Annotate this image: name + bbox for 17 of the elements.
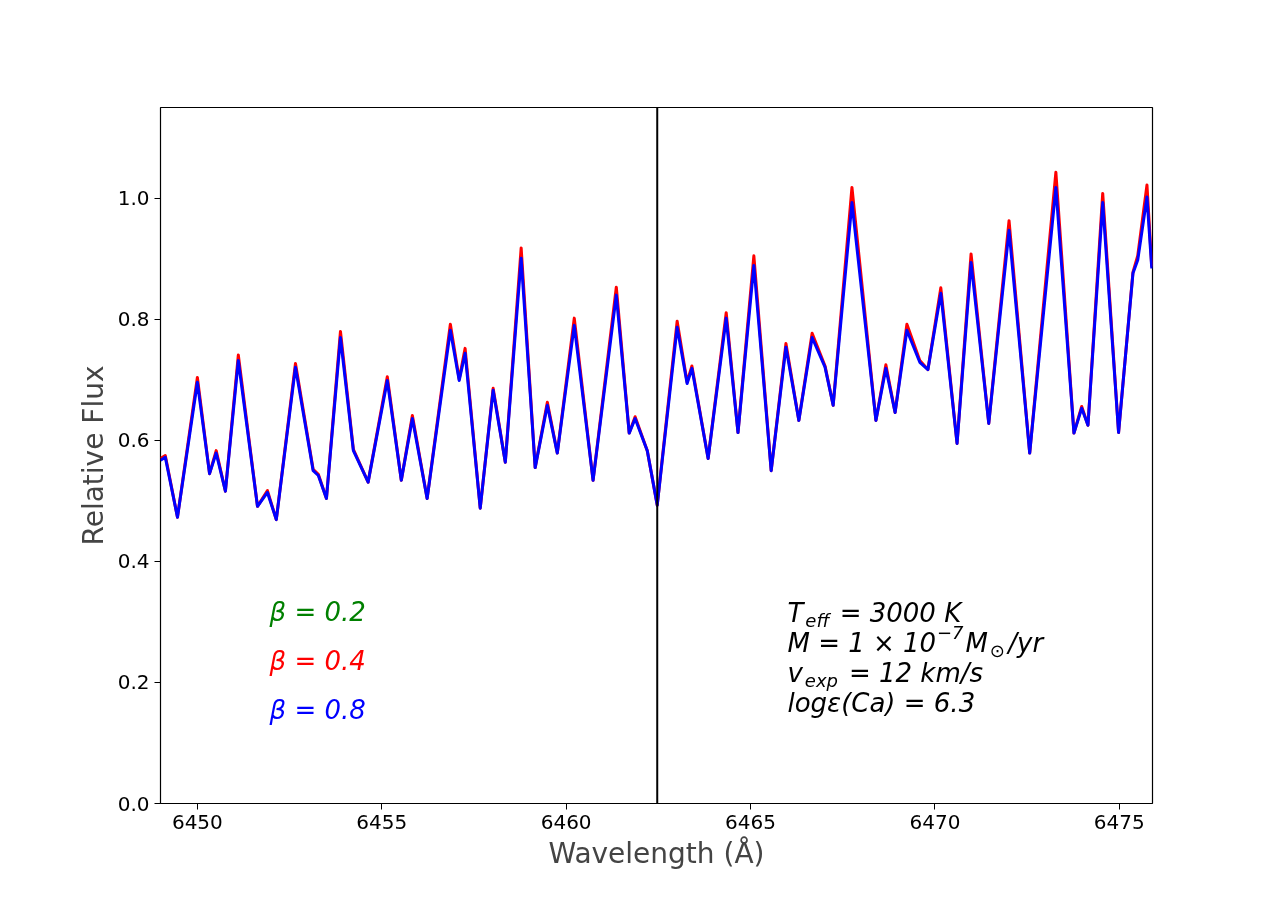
x-tick-label: 6470: [909, 809, 961, 834]
x-tick-label: 6475: [1093, 809, 1145, 834]
legend-label: β = 0.2: [268, 597, 366, 628]
x-tick-label: 6450: [171, 809, 223, 834]
y-tick-label: 0.2: [117, 670, 150, 695]
text: β = 0.8: [268, 694, 366, 725]
y-tick-label: 0.0: [117, 791, 150, 816]
x-axis-title: Wavelength (Å): [548, 835, 765, 870]
x-tick-label: 6460: [540, 809, 592, 834]
y-tick-label: 0.4: [117, 549, 150, 574]
text: β = 0.4: [268, 645, 366, 676]
y-tick-label: 0.8: [117, 307, 150, 332]
y-tick-label: 1.0: [117, 186, 150, 211]
x-tick-label: 6465: [725, 809, 776, 834]
y-tick-label: 0.6: [117, 428, 150, 453]
x-tick-label: 6455: [356, 809, 408, 834]
y-axis-title: Relative Flux: [76, 365, 110, 546]
